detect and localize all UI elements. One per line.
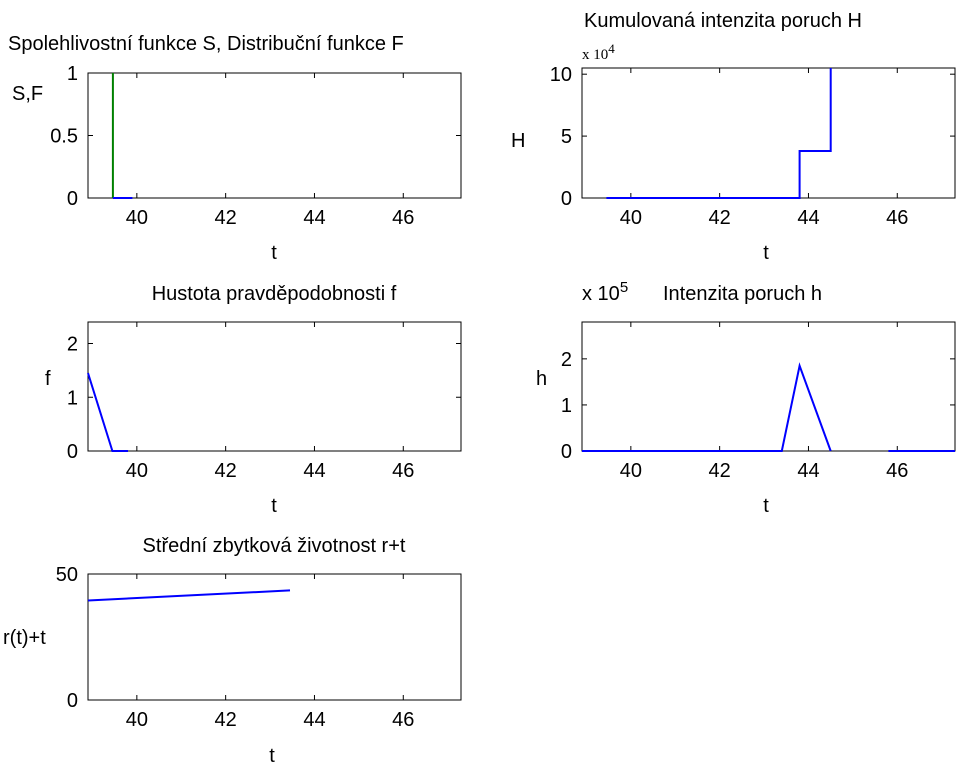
y-tick-label: 0	[561, 188, 572, 210]
x-tick-label: 42	[215, 207, 237, 229]
x-tick-label: 42	[709, 460, 731, 482]
x-tick-label: 42	[215, 709, 237, 731]
plot-area: 40 42 44 46 0 5 10	[550, 64, 955, 229]
x-tick-label: 44	[797, 207, 819, 229]
subplot-reliability: Spolehlivostní funkce S, Distribuční fun…	[8, 33, 462, 264]
y-tick-label: 0	[561, 441, 572, 463]
x-tick-label: 40	[126, 709, 148, 731]
x-tick-label: 46	[886, 460, 908, 482]
x-tick-label: 42	[709, 207, 731, 229]
x-tick-label: 44	[303, 207, 325, 229]
subplot-mean-residual-life: Střední zbytková životnost r+t 40 42 44 46 0…	[3, 535, 462, 764]
chart-title: Intenzita poruch h	[663, 283, 822, 305]
x-tick-label: 40	[620, 207, 642, 229]
series-line	[87, 589, 291, 602]
exponent-label: x 105	[582, 279, 628, 305]
y-tick-label: 50	[56, 564, 78, 586]
y-tick-label: 0	[67, 188, 78, 210]
x-tick-label: 46	[392, 207, 414, 229]
exponent-power: 5	[620, 279, 628, 296]
x-tick-label: 40	[126, 460, 148, 482]
plot-area: 40 42 44 46 0 1 2	[561, 322, 955, 482]
x-axis-label: t	[763, 495, 769, 517]
y-tick-label: 5	[561, 126, 572, 148]
chart-title: Spolehlivostní funkce S, Distribuční fun…	[8, 33, 404, 55]
y-axis-label: H	[511, 130, 525, 152]
y-tick-label: 10	[550, 64, 572, 86]
y-axis-label: S,F	[12, 83, 43, 105]
x-tick-label: 44	[303, 709, 325, 731]
y-axis-label: r(t)+t	[3, 627, 46, 649]
x-tick-label: 46	[392, 709, 414, 731]
plot-frame	[581, 321, 956, 452]
x-tick-label: 46	[886, 207, 908, 229]
x-axis-label: t	[269, 745, 275, 764]
y-tick-label: 1	[67, 63, 78, 85]
y-tick-label: 2	[561, 349, 572, 371]
series-line	[87, 372, 128, 452]
chart-title: Kumulovaná intenzita poruch H	[584, 10, 862, 32]
plot-frame	[87, 72, 462, 199]
subplot-density: Hustota pravděpodobnosti f 40 42 44 46 0 1 2 f…	[45, 283, 462, 517]
y-axis-label: f	[45, 368, 51, 390]
y-tick-label: 0.5	[50, 126, 78, 148]
y-tick-label: 1	[561, 395, 572, 417]
x-axis-label: t	[271, 495, 277, 517]
y-tick-label: 0	[67, 690, 78, 712]
plot-area: 40 42 44 46 0 0.5 1	[50, 63, 461, 229]
y-tick-label: 2	[67, 334, 78, 356]
plot-frame	[87, 573, 462, 701]
x-tick-label: 42	[215, 460, 237, 482]
y-axis-label: h	[536, 368, 547, 390]
chart-title: Hustota pravděpodobnosti f	[152, 283, 397, 305]
x-tick-label: 44	[303, 460, 325, 482]
subplot-cumulative-hazard: Kumulovaná intenzita poruch H 40 42 44 46 0 5…	[511, 10, 956, 264]
series-line	[582, 362, 832, 452]
plot-area: 40 42 44 46 0 1 2	[67, 322, 461, 482]
x-tick-label: 40	[126, 207, 148, 229]
exponent-base: x 10	[582, 283, 620, 305]
y-tick-label: 0	[67, 441, 78, 463]
x-axis-label: t	[763, 242, 769, 264]
x-tick-label: 40	[620, 460, 642, 482]
plot-area: 40 42 44 46 0 50	[56, 564, 461, 731]
exponent-label: x 104	[582, 41, 615, 63]
series-line	[606, 68, 832, 199]
x-tick-label: 44	[797, 460, 819, 482]
exponent-base: x 10	[582, 47, 608, 63]
chart-title: Střední zbytková životnost r+t	[143, 535, 406, 557]
y-tick-label: 1	[67, 387, 78, 409]
subplot-hazard: x 105 Intenzita poruch h 40 42 44 46 0 1 2 h t	[536, 279, 956, 517]
exponent-power: 4	[608, 41, 615, 56]
plot-frame	[87, 321, 462, 452]
x-tick-label: 46	[392, 460, 414, 482]
plot-frame	[581, 67, 956, 199]
x-axis-label: t	[271, 242, 277, 264]
